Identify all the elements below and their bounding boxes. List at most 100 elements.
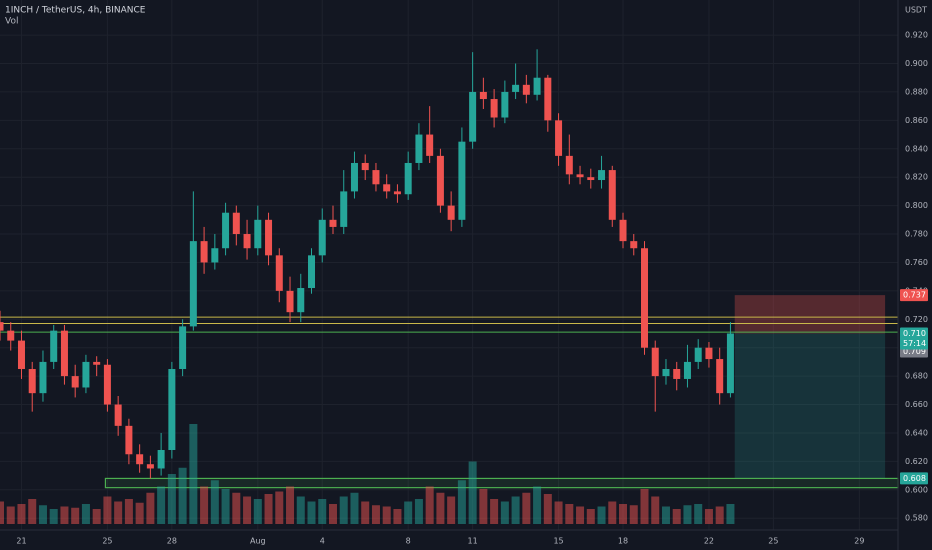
volume-bar bbox=[715, 506, 724, 524]
currency: USDT bbox=[905, 6, 927, 15]
volume-bar bbox=[565, 504, 574, 524]
price-tag-label: 0.737 bbox=[903, 291, 926, 300]
candle-body bbox=[576, 174, 584, 178]
candle-body bbox=[458, 141, 466, 220]
candle-body bbox=[522, 84, 530, 95]
candle-body bbox=[651, 347, 659, 377]
volume-bar bbox=[232, 492, 241, 524]
candle-body bbox=[243, 234, 251, 249]
candle-body bbox=[200, 241, 208, 263]
y-tick-label: 0.580 bbox=[905, 514, 928, 523]
y-tick-label: 0.640 bbox=[905, 428, 928, 437]
candle-body bbox=[286, 290, 294, 313]
candle-body bbox=[726, 333, 734, 394]
volume-bar bbox=[704, 509, 713, 524]
grid bbox=[0, 0, 898, 530]
volume-bar bbox=[522, 492, 531, 524]
y-tick-label: 0.900 bbox=[905, 59, 928, 68]
candle-body bbox=[179, 326, 187, 370]
candle-body bbox=[28, 369, 36, 394]
volume-bar bbox=[576, 506, 585, 524]
volume-bar bbox=[543, 494, 552, 524]
volume-bar bbox=[457, 480, 466, 524]
candle-body bbox=[275, 255, 283, 291]
volume-bar bbox=[92, 509, 101, 524]
candle-body bbox=[705, 347, 713, 360]
candle-body bbox=[60, 330, 68, 377]
candle-body bbox=[533, 77, 541, 95]
x-tick-label: 28 bbox=[167, 537, 177, 546]
volume-bar bbox=[71, 507, 80, 524]
volume-bar bbox=[361, 501, 370, 524]
volume-bar bbox=[683, 505, 692, 524]
volume-bar bbox=[468, 461, 477, 524]
candle-body bbox=[17, 340, 25, 370]
volume-bar bbox=[629, 505, 638, 524]
volume-bar bbox=[414, 499, 423, 524]
candle-body bbox=[39, 361, 47, 394]
candle-body bbox=[146, 464, 154, 469]
candle-body bbox=[340, 191, 348, 227]
candle-body bbox=[608, 170, 616, 220]
chart-title: 1INCH / TetherUS, 4h, BINANCE bbox=[5, 6, 146, 16]
candle-body bbox=[103, 364, 111, 405]
price-tag bbox=[900, 472, 928, 485]
volume-bar bbox=[60, 506, 69, 524]
volume-bar bbox=[221, 489, 230, 524]
volume-bar bbox=[296, 496, 305, 524]
target-zone bbox=[734, 333, 886, 479]
y-tick-label: 0.760 bbox=[905, 258, 928, 267]
volume-bar bbox=[608, 501, 617, 524]
price-tag bbox=[900, 289, 928, 302]
candle-body bbox=[361, 162, 369, 171]
volume-bar bbox=[726, 504, 735, 524]
y-tick-label: 0.620 bbox=[905, 457, 928, 466]
y-tick-label: 0.720 bbox=[905, 315, 928, 324]
x-tick-label: 15 bbox=[553, 537, 563, 546]
stop-zone bbox=[734, 295, 886, 334]
candle-body bbox=[329, 219, 337, 227]
volume-bar bbox=[661, 506, 670, 524]
volume-bar bbox=[28, 499, 37, 524]
candle-body bbox=[265, 219, 273, 256]
volume-bar bbox=[425, 486, 434, 524]
x-tick-label: 4 bbox=[320, 537, 325, 546]
candle-body bbox=[544, 77, 552, 121]
volume-bar bbox=[124, 499, 133, 524]
volume-bar bbox=[146, 492, 155, 524]
candle-body bbox=[426, 134, 434, 156]
volume-bar bbox=[393, 509, 402, 524]
candle-body bbox=[350, 162, 358, 192]
candle-body bbox=[168, 369, 176, 451]
price-tag-label: 0.709 bbox=[903, 347, 926, 356]
plot bbox=[0, 49, 899, 524]
candle-body bbox=[383, 184, 391, 192]
volume-bar bbox=[447, 496, 456, 524]
volume-bar bbox=[135, 502, 144, 524]
candle-body bbox=[297, 288, 305, 313]
x-tick-label: 29 bbox=[854, 537, 864, 546]
candle-body bbox=[136, 454, 144, 465]
volume-bar bbox=[189, 424, 198, 524]
volume-bar bbox=[371, 505, 380, 524]
candle-body bbox=[619, 219, 627, 242]
y-tick-label: 0.880 bbox=[905, 87, 928, 96]
candle-body bbox=[598, 170, 606, 181]
price-tag-label: 0.608 bbox=[903, 474, 926, 483]
volume-bar bbox=[597, 506, 606, 524]
candle-body bbox=[694, 347, 702, 362]
x-tick-label: Aug bbox=[250, 537, 266, 546]
volume-bar bbox=[210, 480, 219, 524]
candle-body bbox=[673, 369, 681, 379]
y-tick-label: 0.920 bbox=[905, 31, 928, 40]
candle-body bbox=[232, 212, 240, 235]
countdown: 57:14 bbox=[903, 339, 926, 348]
candle-body bbox=[93, 361, 101, 365]
candle-body bbox=[662, 369, 670, 377]
volume-bar bbox=[167, 474, 176, 524]
candle-body bbox=[512, 84, 520, 92]
volume-bar bbox=[490, 499, 499, 524]
volume-bar bbox=[318, 499, 327, 524]
candle-body bbox=[716, 359, 724, 394]
candle-body bbox=[415, 134, 423, 163]
